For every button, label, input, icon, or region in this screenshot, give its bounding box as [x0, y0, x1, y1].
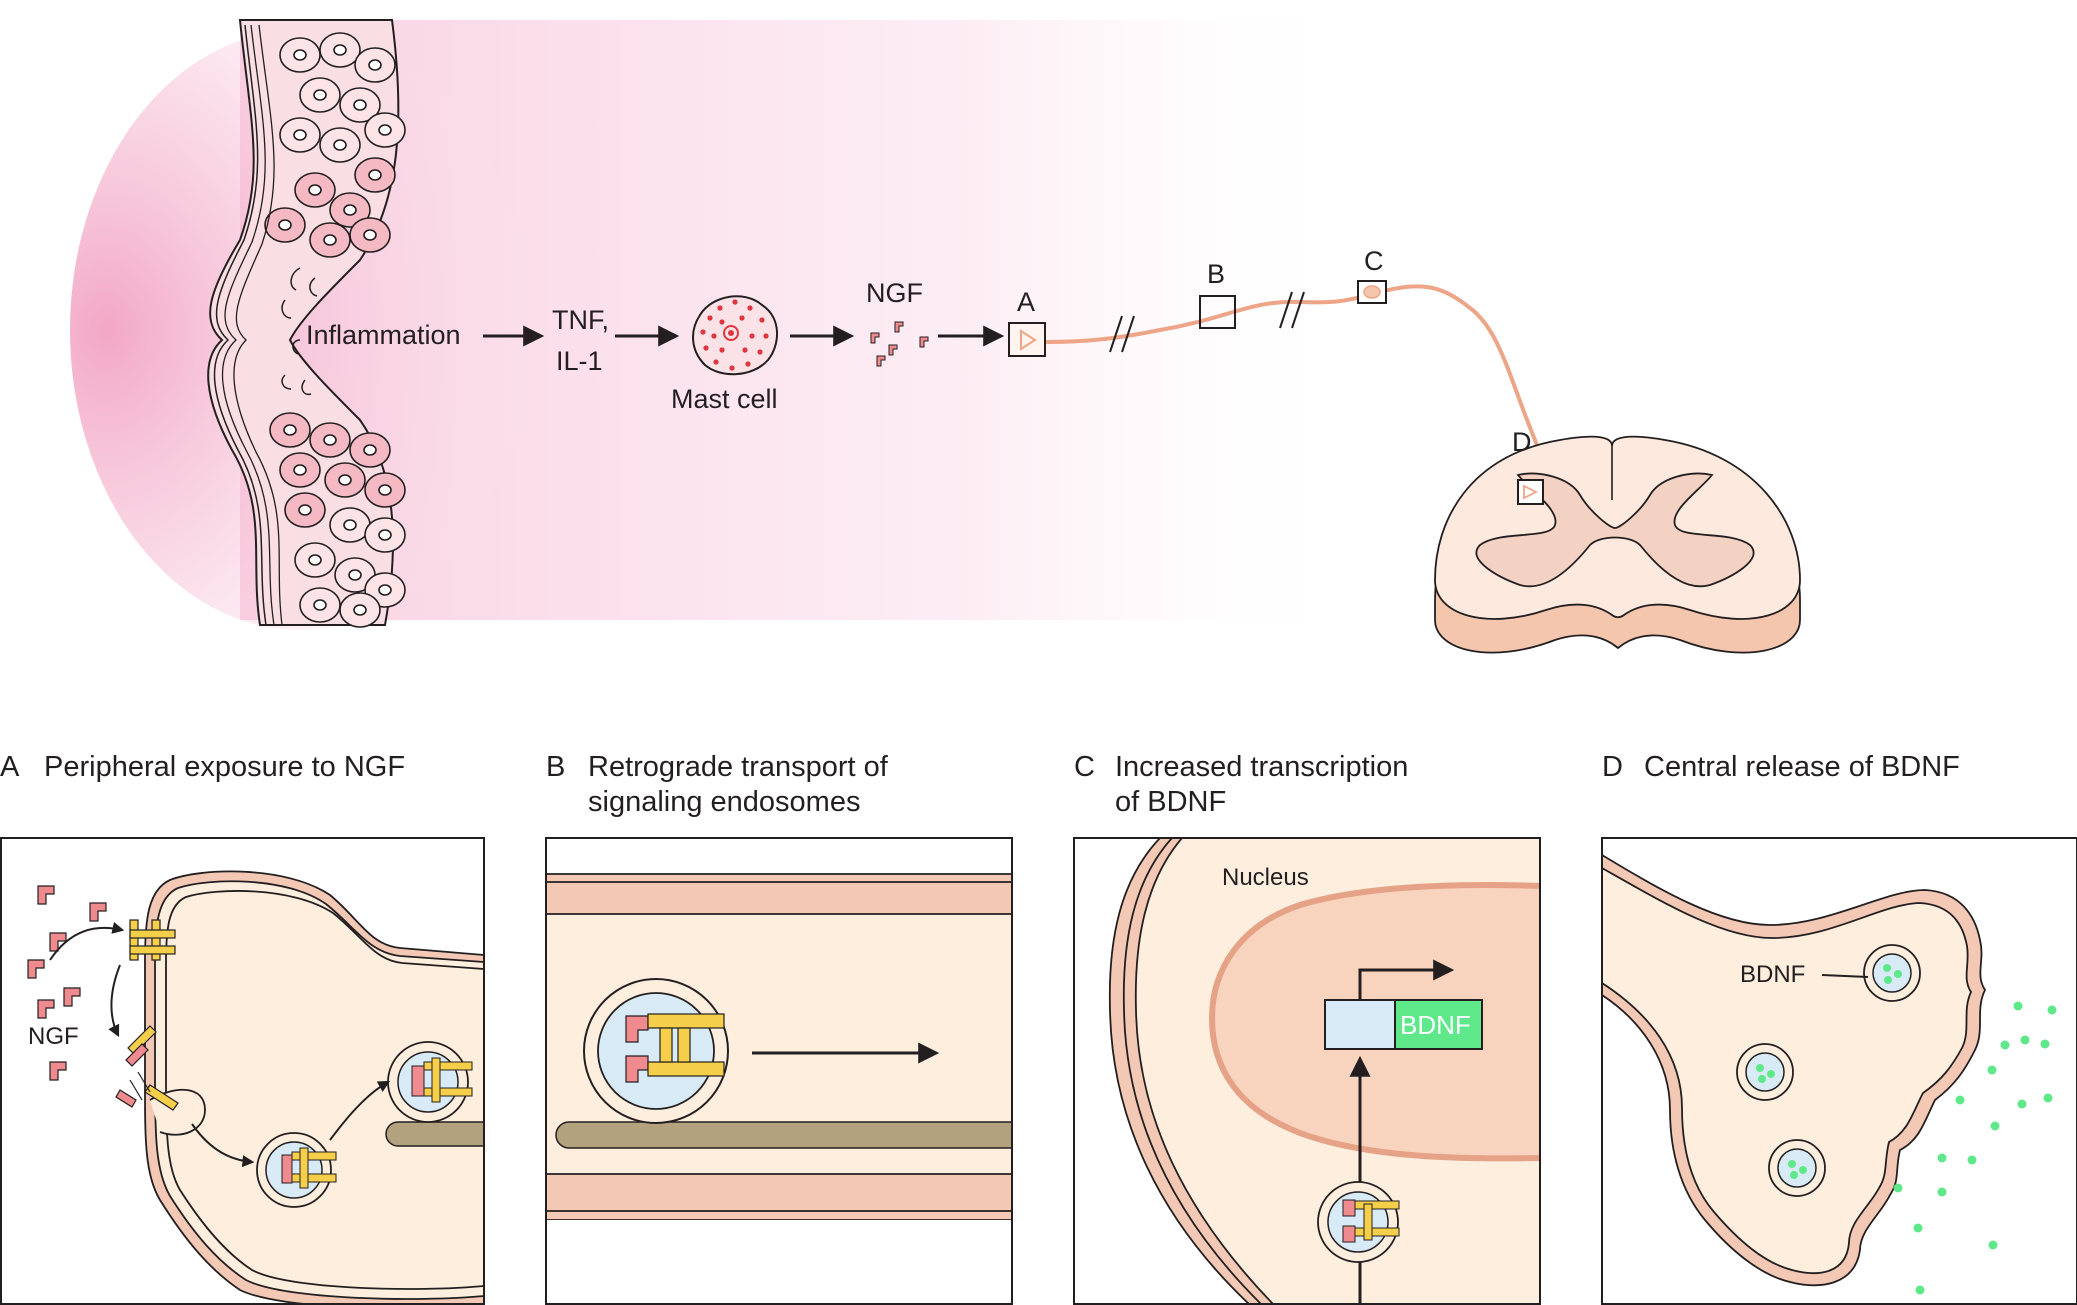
panel-a-arrows [49, 922, 391, 1168]
panel-titles: A Peripheral exposure to NGF B Retrograd… [0, 751, 1960, 818]
box-b [1199, 295, 1236, 329]
bdnf-molecule [1937, 1153, 1947, 1163]
bdnf-molecule [2020, 1035, 2030, 1045]
panel-d-letter: D [1602, 751, 1623, 783]
box-a [1008, 322, 1046, 357]
bdnf-vesicle [1863, 944, 1921, 1002]
ngf-label: NGF [866, 278, 923, 308]
ngf-receptor-bound [115, 1025, 179, 1111]
inflammation-core-glow [70, 30, 530, 630]
panel-b-letter: B [546, 751, 565, 783]
spinal-cord [1434, 435, 1801, 654]
bdnf-molecule [1990, 1121, 2000, 1131]
mast-cell-label: Mast cell [671, 384, 778, 414]
box-d [1517, 479, 1544, 505]
bdnf-molecule [2047, 1005, 2057, 1015]
bdnf-molecule [2013, 1001, 2023, 1011]
bdnf-molecule [1987, 1065, 1997, 1075]
ngf-molecule [37, 999, 55, 1019]
panel-a: NGF [0, 837, 485, 1305]
panel-d-bdnf-label: BDNF [1740, 961, 1805, 988]
overview-diagram: Inflammation TNF, IL-1 Mast cell NGF [70, 19, 1801, 654]
microtubule-b [555, 1121, 1012, 1149]
bdnf-molecule [2040, 1039, 2050, 1049]
ngf-molecule [63, 987, 81, 1007]
box-b-label: B [1207, 259, 1225, 289]
bdnf-vesicles [1736, 944, 1921, 1197]
bdnf-molecule [2043, 1093, 2053, 1103]
panel-b-title-line1: Retrograde transport of [588, 751, 889, 783]
tnf-label: TNF, [552, 305, 609, 335]
signaling-endosome-b [583, 978, 729, 1124]
panel-c-title-line2: of BDNF [1115, 786, 1226, 818]
panel-b-title-line2: signaling endosomes [588, 786, 860, 818]
microtubule-a [385, 1121, 484, 1147]
il1-label: IL-1 [556, 346, 603, 376]
panel-a-ngf-label: NGF [28, 1023, 79, 1050]
bdnf-molecule [1955, 1095, 1965, 1105]
box-d-label: D [1512, 427, 1532, 457]
ngf-molecule [49, 932, 67, 952]
panel-a-letter: A [0, 751, 20, 783]
bdnf-vesicle [1768, 1139, 1826, 1197]
ngf-molecule [49, 1061, 67, 1081]
bdnf-molecule [1988, 1240, 1998, 1250]
signaling-endosome-c [1317, 1181, 1400, 1263]
panel-a-title: Peripheral exposure to NGF [44, 751, 405, 783]
box-a-label: A [1017, 287, 1035, 317]
skin-epithelium [207, 19, 406, 628]
panel-c: Nucleus BDNF [1073, 837, 1541, 1305]
panel-c-title-line1: Increased transcription [1115, 751, 1408, 783]
ngf-molecule [37, 885, 55, 905]
ngf-molecules-overview [870, 321, 929, 367]
ngf-molecule [27, 959, 45, 979]
panel-c-letter: C [1074, 751, 1095, 783]
ngf-receptor-surface [129, 919, 176, 961]
bdnf-molecule [1893, 1183, 1903, 1193]
mast-cell [692, 295, 779, 376]
nucleus-label: Nucleus [1222, 864, 1309, 891]
ngf-molecule [89, 902, 107, 922]
signaling-endosome-a1 [256, 1132, 337, 1208]
panel-d: BDNF [1601, 837, 2077, 1305]
bdnf-molecule [1967, 1155, 1977, 1165]
signaling-endosome-a2 [387, 1041, 473, 1123]
bdnf-molecule [1937, 1187, 1947, 1197]
bdnf-molecule [1913, 1223, 1923, 1233]
bdnf-gene: BDNF [1324, 959, 1483, 1050]
ngf-molecules-a [27, 885, 107, 1081]
bdnf-gene-label: BDNF [1400, 1010, 1471, 1040]
released-bdnf [1893, 1001, 2057, 1295]
bdnf-vesicle [1736, 1043, 1794, 1101]
inflammation-label: Inflammation [306, 320, 461, 350]
bdnf-molecule [2017, 1099, 2027, 1109]
panel-b [545, 837, 1013, 1305]
box-c-label: C [1364, 246, 1384, 276]
bdnf-molecule [1915, 1285, 1925, 1295]
panel-d-title: Central release of BDNF [1644, 751, 1960, 783]
bdnf-molecule [2000, 1040, 2010, 1050]
